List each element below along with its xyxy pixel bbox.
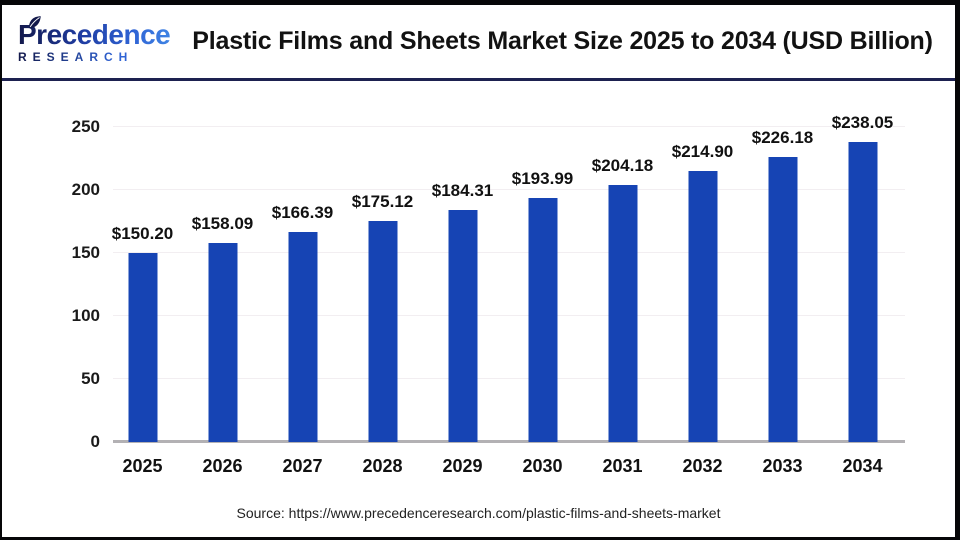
bar — [288, 232, 317, 442]
y-tick-label: 150 — [71, 243, 100, 262]
chart-area: 0 50 100 150 200 250 $150.20 2025 $158.09 2026 $1… — [2, 81, 955, 537]
source-text: Source: https://www.precedenceresearch.c… — [236, 505, 721, 521]
bar-group: $150.20 2025 — [103, 224, 183, 476]
bar-group: $204.18 2031 — [583, 156, 663, 476]
x-tick-label: 2027 — [282, 456, 323, 476]
bar-group: $184.31 2029 — [423, 181, 503, 476]
bar — [208, 242, 237, 442]
bar — [128, 252, 157, 442]
gridline — [113, 189, 905, 190]
y-tick-label: 200 — [71, 180, 100, 199]
y-tick-label: 250 — [71, 117, 100, 136]
x-tick-label: 2029 — [442, 456, 483, 476]
gridline — [113, 252, 905, 253]
bar — [368, 221, 397, 442]
bar — [768, 157, 797, 442]
bar — [848, 142, 877, 442]
header: Precedence RESEARCH Plastic Films and Sh… — [2, 5, 955, 78]
bar-value-label: $214.90 — [671, 142, 734, 162]
bar-value-label: $175.12 — [351, 192, 414, 212]
gridline — [113, 126, 905, 127]
bar-value-label: $158.09 — [191, 213, 254, 233]
leaf-icon — [27, 15, 42, 30]
x-tick-label: 2026 — [202, 456, 243, 476]
bar-group: $166.39 2027 — [263, 203, 343, 476]
bar-group: $214.90 2032 — [663, 142, 743, 476]
x-tick-label: 2030 — [522, 456, 563, 476]
header-divider — [2, 78, 955, 81]
bar — [688, 171, 717, 442]
y-tick-label: 50 — [81, 369, 100, 388]
brand-sub: RESEARCH — [18, 49, 134, 64]
bar — [448, 209, 477, 442]
bar-group: $175.12 2028 — [343, 192, 423, 476]
x-tick-label: 2028 — [362, 456, 403, 476]
bar-group: $193.99 2030 — [503, 169, 583, 476]
brand-logo: Precedence RESEARCH — [18, 15, 171, 64]
x-tick-label: 2031 — [602, 456, 643, 476]
y-tick-label: 100 — [71, 306, 100, 325]
x-tick-label: 2034 — [842, 456, 883, 476]
gridline — [113, 315, 905, 316]
bar-group: $226.18 2033 — [743, 128, 823, 476]
bar-group: $238.05 2034 — [823, 113, 903, 476]
bar-value-label: $204.18 — [591, 155, 654, 175]
bar-value-label: $226.18 — [751, 128, 814, 147]
brand-name-row: Precedence — [18, 15, 171, 50]
bar — [528, 197, 557, 442]
bar-value-label: $193.99 — [511, 168, 574, 188]
x-tick-label: 2032 — [682, 456, 723, 476]
brand-name: Precedence — [18, 18, 171, 50]
chart-title: Plastic Films and Sheets Market Size 202… — [192, 27, 933, 55]
bar-value-label: $238.05 — [831, 113, 894, 133]
bar-value-label: $184.31 — [431, 180, 494, 200]
bar-value-label: $150.20 — [111, 223, 174, 243]
bar — [608, 184, 637, 442]
x-tick-label: 2033 — [762, 456, 803, 476]
gridline — [113, 378, 905, 379]
bar-group: $158.09 2026 — [183, 214, 263, 476]
x-tick-label: 2025 — [122, 456, 163, 476]
y-tick-label: 0 — [90, 432, 100, 451]
bar-value-label: $166.39 — [271, 203, 334, 223]
x-axis-line — [113, 440, 905, 443]
